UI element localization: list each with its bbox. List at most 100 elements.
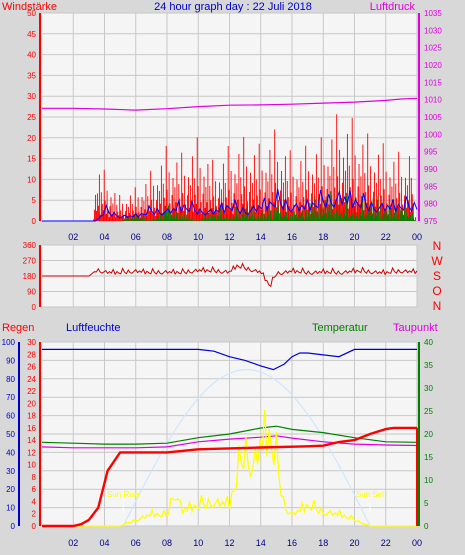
humidity-y-tick-labels: 0 10 20 30 40 50 60 70 80 90 100 xyxy=(2,338,16,531)
humidity-line xyxy=(42,348,417,371)
pressure-y-tick: 980 xyxy=(424,200,438,209)
humidity-y-tick: 30 xyxy=(6,467,15,476)
humidity-y-tick: 60 xyxy=(6,412,15,421)
rain-y-tick: 0 xyxy=(32,522,37,531)
temperature-axis-title: Temperatur xyxy=(312,322,368,334)
climate-x-tick: 00 xyxy=(412,538,422,548)
climate-grid xyxy=(42,341,418,527)
pressure-y-tick: 1000 xyxy=(424,130,442,139)
rain-y-tick: 18 xyxy=(27,412,36,421)
compass-label: N xyxy=(433,299,442,313)
wind-x-tick: 04 xyxy=(99,232,109,242)
humidity-y-tick: 90 xyxy=(6,356,15,365)
direction-y-tick: 0 xyxy=(32,303,37,312)
rain-y-tick: 2 xyxy=(32,510,37,519)
climate-x-tick: 20 xyxy=(349,538,359,548)
humidity-y-tick: 50 xyxy=(6,430,15,439)
dewpoint-line xyxy=(41,435,418,449)
humidity-y-tick: 80 xyxy=(6,375,15,384)
climate-x-tick: 08 xyxy=(162,538,172,548)
solar-radiation-line xyxy=(42,409,417,527)
wind-x-tick: 06 xyxy=(131,232,141,242)
direction-grid xyxy=(42,244,418,308)
pressure-y-tick: 975 xyxy=(424,217,438,226)
sun-elevation-curve xyxy=(122,368,371,527)
rain-line xyxy=(42,426,417,528)
direction-y-tick: 270 xyxy=(23,257,37,266)
climate-x-tick: 18 xyxy=(318,538,328,548)
wind-y-tick: 25 xyxy=(27,113,36,122)
wind-x-tick: 22 xyxy=(381,232,391,242)
wind-x-tick-labels: 02 04 06 08 10 12 14 16 18 20 22 00 xyxy=(68,232,422,242)
pressure-y-tick: 985 xyxy=(424,182,438,191)
temperature-y-tick: 20 xyxy=(424,430,433,439)
humidity-y-tick: 20 xyxy=(6,485,15,494)
dewpoint-axis-title: Taupunkt xyxy=(393,322,438,334)
temperature-line xyxy=(41,425,418,445)
climate-x-tick: 16 xyxy=(287,538,297,548)
pressure-y-tick: 1015 xyxy=(424,78,442,87)
humidity-y-tick: 40 xyxy=(6,448,15,457)
climate-x-tick: 10 xyxy=(193,538,203,548)
rain-y-tick: 4 xyxy=(32,497,37,506)
temperature-y-tick: 35 xyxy=(424,361,433,370)
pressure-line xyxy=(42,97,418,111)
pressure-y-tick: 1035 xyxy=(424,9,442,18)
direction-marks xyxy=(42,262,418,288)
wind-axis-title: Windstärke xyxy=(2,1,57,13)
rain-y-tick: 12 xyxy=(27,448,36,457)
wind-x-tick: 08 xyxy=(162,232,172,242)
wind-x-tick: 16 xyxy=(287,232,297,242)
wind-y-tick: 20 xyxy=(27,134,36,143)
compass-label: W xyxy=(431,254,443,268)
compass-label: O xyxy=(432,284,441,298)
climate-x-tick: 06 xyxy=(131,538,141,548)
direction-y-tick: 360 xyxy=(23,241,37,250)
wind-y-tick: 30 xyxy=(27,92,36,101)
wind-x-tick: 12 xyxy=(224,232,234,242)
rain-axis-title: Regen xyxy=(2,322,34,334)
climate-marks xyxy=(41,348,418,528)
climate-x-tick: 12 xyxy=(224,538,234,548)
pressure-axis-title: Luftdruck xyxy=(370,1,416,13)
pressure-y-tick: 1030 xyxy=(424,26,442,35)
humidity-y-tick: 70 xyxy=(6,393,15,402)
rain-y-tick: 10 xyxy=(27,461,36,470)
temperature-y-tick-labels: 0 5 10 15 20 25 30 35 40 xyxy=(424,338,433,531)
pressure-y-tick: 995 xyxy=(424,148,438,157)
rain-y-tick: 28 xyxy=(27,350,36,359)
wind-pressure-panel: 24 hour graph day : 22 Juli 2018 Windstä… xyxy=(2,1,442,242)
wind-y-tick: 0 xyxy=(32,217,37,226)
humidity-y-tick: 100 xyxy=(2,338,16,347)
pressure-y-tick: 990 xyxy=(424,165,438,174)
humidity-y-tick: 0 xyxy=(11,522,16,531)
temperature-y-tick: 25 xyxy=(424,407,433,416)
sun-annotation-label: Sun Set xyxy=(356,490,385,499)
calm-bars xyxy=(120,191,416,221)
wind-y-tick-labels: 0 5 10 15 20 25 30 35 40 45 50 xyxy=(27,9,36,226)
temperature-y-tick: 10 xyxy=(424,476,433,485)
wind-x-tick: 10 xyxy=(193,232,203,242)
wind-y-tick: 50 xyxy=(27,9,36,18)
wind-x-tick: 00 xyxy=(412,232,422,242)
climate-x-tick: 04 xyxy=(99,538,109,548)
rain-y-tick: 14 xyxy=(27,436,36,445)
wind-y-tick: 35 xyxy=(27,71,36,80)
temperature-y-tick: 0 xyxy=(424,522,429,531)
climate-panel: Regen Luftfeuchte Temperatur Taupunkt Su… xyxy=(2,322,438,548)
direction-y-tick-labels: 0 90 180 270 360 xyxy=(23,241,37,312)
temperature-y-tick: 5 xyxy=(424,499,429,508)
pressure-y-tick: 1010 xyxy=(424,96,442,105)
direction-y-tick: 90 xyxy=(27,288,36,297)
pressure-y-tick: 1025 xyxy=(424,44,442,53)
temperature-y-tick: 15 xyxy=(424,453,433,462)
rain-y-tick: 16 xyxy=(27,424,36,433)
humidity-axis-title: Luftfeuchte xyxy=(66,322,120,334)
wind-grid xyxy=(42,12,418,222)
wind-y-tick: 40 xyxy=(27,51,36,60)
wind-pressure-marks xyxy=(42,97,418,222)
